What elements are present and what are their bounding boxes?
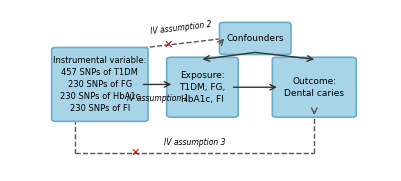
Text: ✕: ✕ bbox=[130, 148, 140, 158]
FancyBboxPatch shape bbox=[272, 57, 356, 117]
Text: Instrumental variable:
457 SNPs of T1DM
230 SNPs of FG
230 SNPs of HbA1c
230 SNP: Instrumental variable: 457 SNPs of T1DM … bbox=[53, 56, 146, 113]
Text: IV assumption 2: IV assumption 2 bbox=[150, 20, 212, 37]
FancyBboxPatch shape bbox=[219, 22, 291, 54]
Text: IV assumption 1: IV assumption 1 bbox=[127, 94, 188, 103]
Text: Confounders: Confounders bbox=[227, 34, 284, 43]
FancyBboxPatch shape bbox=[167, 57, 238, 117]
Text: Exposure:
T1DM, FG,
HbA1c, FI: Exposure: T1DM, FG, HbA1c, FI bbox=[179, 71, 225, 104]
Text: ✕: ✕ bbox=[164, 40, 173, 50]
Text: Outcome:
Dental caries: Outcome: Dental caries bbox=[284, 77, 344, 98]
FancyBboxPatch shape bbox=[52, 47, 148, 121]
Text: IV assumption 3: IV assumption 3 bbox=[164, 138, 225, 147]
